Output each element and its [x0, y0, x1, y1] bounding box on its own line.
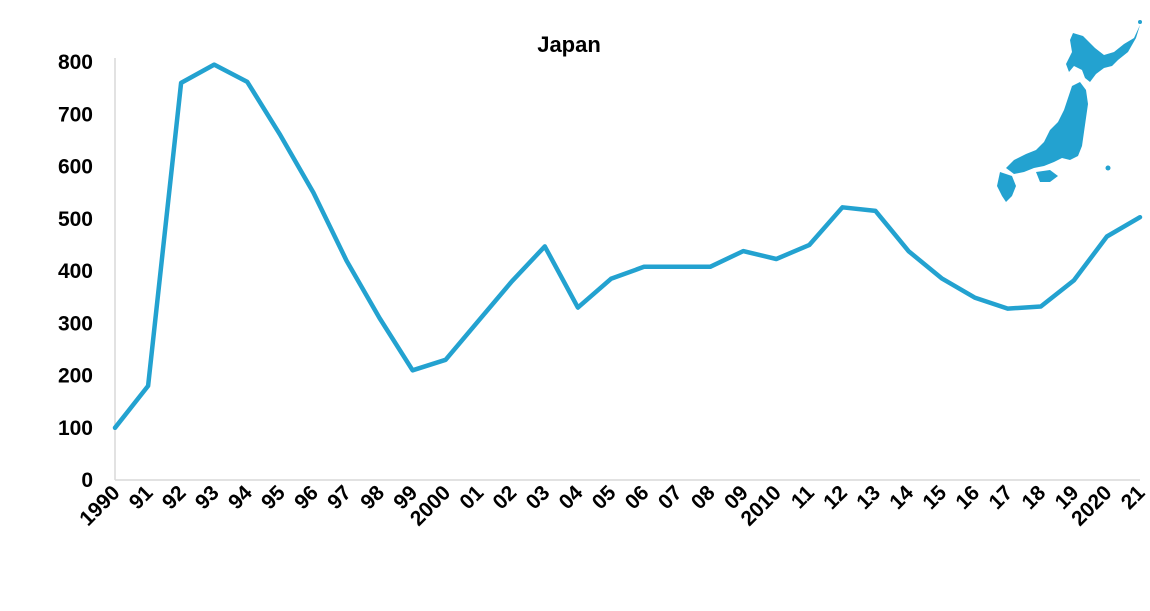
shikoku-shape [1036, 170, 1058, 182]
x-tick-label: 11 [787, 481, 819, 513]
series-group [112, 62, 1143, 431]
y-tick-label: 800 [58, 51, 93, 74]
honshu-shape [1006, 82, 1088, 174]
x-tick-label: 92 [158, 481, 191, 514]
y-tick-label: 100 [58, 417, 93, 440]
x-tick-label: 18 [1018, 481, 1051, 514]
x-tick-label: 95 [257, 481, 290, 514]
x-tick-label: 15 [918, 481, 951, 514]
x-tick-label: 16 [951, 481, 984, 514]
x-tick-label: 21 [1117, 481, 1150, 514]
x-tick-label: 01 [455, 481, 488, 514]
chart-title: Japan [537, 32, 601, 57]
y-tick-label: 700 [58, 103, 93, 126]
x-tick-label: 93 [191, 481, 224, 514]
y-tick-label: 0 [81, 469, 93, 492]
x-tick-label: 04 [555, 481, 588, 514]
y-tick-label: 300 [58, 312, 93, 335]
x-tick-label: 08 [687, 481, 720, 514]
y-tick-label: 200 [58, 365, 93, 388]
series-line [112, 62, 1143, 431]
japan-map-icon [997, 20, 1142, 202]
x-tick-label: 91 [125, 481, 158, 514]
island-shape [1105, 165, 1111, 171]
x-tick-label: 2010 [737, 481, 786, 530]
x-tick-label: 14 [885, 481, 918, 514]
x-tick-label: 17 [984, 481, 1017, 514]
x-tick-label: 94 [224, 481, 257, 514]
x-tick-label: 12 [819, 481, 852, 514]
y-tick-label: 400 [58, 260, 93, 283]
kyushu-shape [997, 172, 1016, 202]
island-shape [1138, 20, 1142, 24]
x-tick-label: 02 [489, 481, 522, 514]
x-tick-label: 98 [356, 481, 389, 514]
y-tick-label: 600 [58, 156, 93, 179]
x-tick-label: 2020 [1067, 481, 1116, 530]
y-axis-ticks: 0 100 200 300 400 500 600 700 800 [58, 51, 93, 492]
x-tick-label: 03 [522, 481, 555, 514]
x-tick-label: 06 [621, 481, 654, 514]
x-tick-label: 07 [654, 481, 687, 514]
hokkaido-shape [1066, 25, 1140, 82]
x-tick-label: 05 [588, 481, 621, 514]
y-tick-label: 500 [58, 208, 93, 231]
x-tick-label: 2000 [406, 481, 455, 530]
x-tick-label: 13 [852, 481, 885, 514]
x-tick-label: 97 [323, 481, 356, 514]
x-tick-label: 96 [290, 481, 323, 514]
